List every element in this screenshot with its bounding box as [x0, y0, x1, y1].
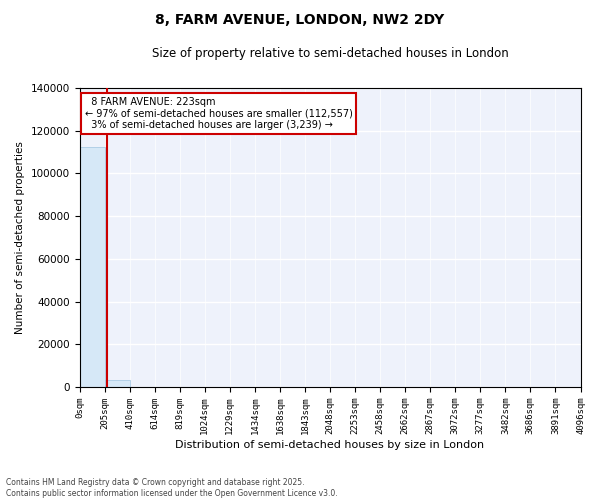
X-axis label: Distribution of semi-detached houses by size in London: Distribution of semi-detached houses by … — [175, 440, 485, 450]
Text: 8 FARM AVENUE: 223sqm
← 97% of semi-detached houses are smaller (112,557)
  3% o: 8 FARM AVENUE: 223sqm ← 97% of semi-deta… — [85, 97, 352, 130]
Text: Contains HM Land Registry data © Crown copyright and database right 2025.
Contai: Contains HM Land Registry data © Crown c… — [6, 478, 338, 498]
Title: Size of property relative to semi-detached houses in London: Size of property relative to semi-detach… — [152, 48, 508, 60]
Y-axis label: Number of semi-detached properties: Number of semi-detached properties — [15, 141, 25, 334]
Bar — [80, 146, 104, 387]
Bar — [104, 380, 130, 387]
Text: 8, FARM AVENUE, LONDON, NW2 2DY: 8, FARM AVENUE, LONDON, NW2 2DY — [155, 12, 445, 26]
